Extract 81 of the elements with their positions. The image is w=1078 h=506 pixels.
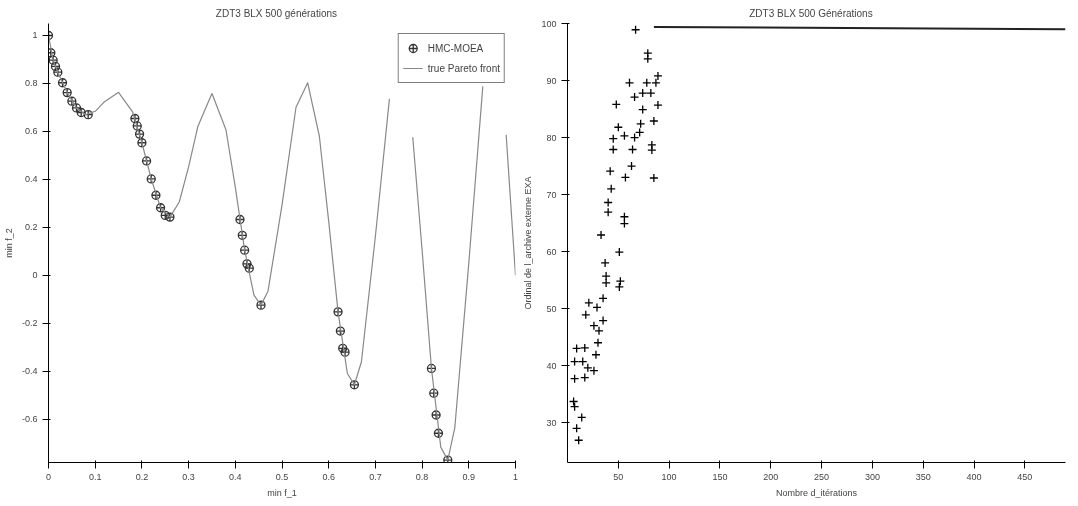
point [53,67,63,77]
y-tick-label: 0.4 [24,174,38,185]
point [132,121,142,131]
x-tick-label: 100 [661,471,677,482]
x-tick-label: 0.5 [275,471,289,482]
x-tick-label: 300 [864,471,880,482]
point [333,307,343,317]
legend-label: true Pareto front [427,62,500,74]
point [57,78,68,88]
point [146,174,156,184]
y-tick-label: 70 [546,189,557,200]
x-tick-label: 150 [712,471,728,482]
point [76,107,86,118]
x-tick-label: 350 [915,471,931,482]
point [239,245,250,255]
chart-title: ZDT3 BLX 500 générations [215,7,338,19]
point [242,259,252,269]
x-tick-label: 0.4 [229,471,242,482]
x-tick-label: 0.3 [182,471,195,482]
x-tick-label: 400 [966,471,982,482]
y-tick-label: 0.2 [24,222,38,233]
point [338,343,348,353]
y-tick-label: 100 [541,18,557,29]
point [50,61,61,72]
point [155,203,166,213]
y-tick-label: -0.6 [21,414,38,425]
x-tick-label: 0.2 [135,471,149,482]
y-tick-label: 0.6 [24,126,38,137]
point [235,214,245,225]
point [443,455,453,463]
x-tick-label: 250 [814,471,830,482]
y-tick-label: 1 [32,30,38,41]
y-tick-label: 40 [546,360,557,371]
point [433,428,444,438]
point [134,129,145,139]
x-tick-label: 450 [1017,471,1033,482]
point [256,300,266,310]
y-axis-title: min f_2 [3,228,14,258]
point [71,103,82,113]
y-tick-label: -0.2 [21,318,38,329]
point [141,156,152,166]
point [83,110,93,120]
y-tick-label: 50 [546,303,557,314]
legend-label: HMC-MOEA [427,42,484,54]
x-tick-label: 0.7 [369,471,382,482]
point [62,87,72,98]
point [48,48,56,58]
y-tick-label: 90 [546,75,557,86]
point [349,380,360,390]
point [160,210,170,221]
y-tick-label: -0.4 [21,366,38,377]
chart-title: ZDT3 BLX 500 Générations [749,7,873,19]
point [48,55,58,65]
x-tick-label: 0.8 [415,471,429,482]
y-tick-label: 0 [32,270,38,281]
point [165,212,175,222]
point [340,347,350,357]
x-tick-label: 200 [763,471,779,482]
x-tick-label: 0.9 [462,471,476,482]
point [429,388,439,398]
y-axis-title: Ordinal de l_archive externe EXA [523,176,534,310]
x-axis-title: Nombre d_itérations [775,487,858,498]
y-tick-label: 30 [546,417,557,428]
y-tick-label: 60 [546,246,557,257]
point [431,410,441,420]
x-tick-label: 0 [46,471,52,482]
point [137,138,147,148]
y-tick-label: 80 [546,132,557,143]
point [426,363,437,374]
point [151,190,161,200]
y-tick-label: 0.8 [24,78,38,89]
x-tick-label: 1 [513,471,519,482]
x-axis-title: min f_1 [267,487,297,498]
point [67,96,77,106]
point [130,113,140,124]
x-tick-label: 0.1 [88,471,102,482]
point [335,326,346,336]
point [244,263,254,273]
x-tick-label: 0.6 [322,471,335,482]
point [237,230,247,240]
x-tick-label: 50 [613,471,624,482]
